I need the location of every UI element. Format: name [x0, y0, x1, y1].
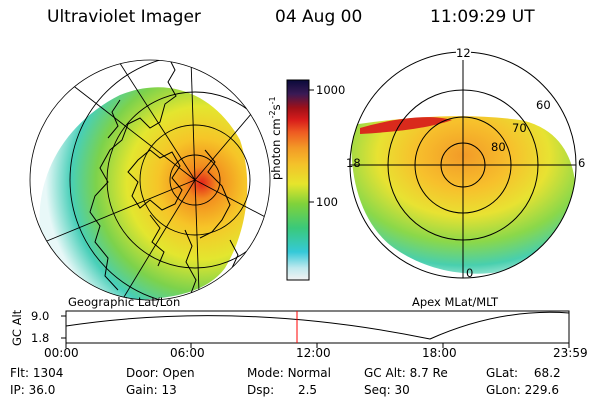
app-title: Ultraviolet Imager — [47, 7, 201, 27]
info-glat: GLat: 68.2 — [486, 366, 561, 380]
orbit-frame — [65, 310, 570, 344]
colorbar-unit-label: photon cm-2s-1 — [268, 96, 283, 180]
door-label: Door: — [126, 366, 159, 380]
info-ip: IP: 36.0 — [10, 383, 55, 397]
colorbar-scale — [286, 79, 310, 281]
mag-intense-arc — [360, 117, 452, 134]
info-door: Door: Open — [126, 366, 195, 380]
orbit-ytick-label-low: 1.8 — [31, 331, 50, 345]
mlat-label-60: 60 — [536, 98, 551, 112]
seq-value: 30 — [394, 383, 410, 397]
geo-limb — [29, 59, 271, 301]
colorbar-label-1000: 1000 — [316, 83, 346, 97]
glon-label: GLon: — [486, 383, 521, 397]
info-dsp: Dsp: 2.5 — [247, 383, 317, 397]
info-gcalt: GC Alt: 8.7 Re — [364, 366, 448, 380]
mag-emission-region — [351, 116, 576, 274]
info-flt: Flt: 1304 — [10, 366, 63, 380]
mlat-label-80: 80 — [491, 140, 506, 154]
geo-panel-label: Geographic Lat/Lon — [68, 295, 181, 309]
dsp-value: 2.5 — [297, 383, 318, 397]
info-glon: GLon: 229.6 — [486, 383, 559, 397]
orbit-ytick-label-high: 9.0 — [31, 309, 50, 323]
orbit-ylabel: GC Alt — [10, 309, 24, 346]
flt-value: 1304 — [32, 366, 64, 380]
orbit-xtick-label-2: 12:00 — [296, 346, 331, 360]
mode-value: Normal — [287, 366, 331, 380]
orbit-xtick-label-3: 18:00 — [422, 346, 457, 360]
geo-emission-region — [39, 87, 248, 300]
mlt-label-18: 18 — [346, 156, 361, 170]
unit-exp-time: -1 — [268, 96, 277, 105]
glon-value: 229.6 — [524, 383, 559, 397]
glat-value: 68.2 — [533, 366, 561, 380]
orbit-xtick-label-4: 23:59 — [553, 346, 588, 360]
mode-label: Mode: — [247, 366, 284, 380]
gcalt-value: 8.7 Re — [409, 366, 448, 380]
door-value: Open — [162, 366, 195, 380]
mlt-label-0: 0 — [466, 266, 474, 280]
mag-panel-label: Apex MLat/MLT — [412, 295, 499, 309]
mlt-label-6: 6 — [578, 156, 586, 170]
header-date: 04 Aug 00 — [275, 7, 363, 27]
ip-value: 36.0 — [28, 383, 56, 397]
geo-coastlines — [89, 60, 241, 297]
dsp-label: Dsp: — [247, 383, 275, 397]
gain-label: Gain: — [126, 383, 158, 397]
colorbar — [286, 79, 314, 281]
orbit-altitude-curve — [65, 311, 570, 340]
orbit-xtick-label-0: 00:00 — [44, 346, 79, 360]
orbit-plot — [61, 310, 570, 348]
info-gain: Gain: 13 — [126, 383, 177, 397]
header-time: 11:09:29 UT — [430, 7, 535, 27]
orbit-xtick-label-1: 06:00 — [170, 346, 205, 360]
glat-label: GLat: — [486, 366, 519, 380]
gcalt-label: GC Alt: — [364, 366, 406, 380]
mlt-label-12: 12 — [456, 46, 471, 60]
colorbar-label-100: 100 — [316, 195, 338, 209]
unit-s: s — [268, 104, 283, 111]
seq-label: Seq: — [364, 383, 391, 397]
flt-label: Flt: — [10, 366, 29, 380]
unit-text: photon cm — [268, 118, 283, 180]
mlat-mlt-panel — [349, 51, 577, 279]
ip-label: IP: — [10, 383, 25, 397]
gain-value: 13 — [161, 383, 177, 397]
info-mode: Mode: Normal — [247, 366, 331, 380]
unit-exp-area: -2 — [268, 110, 277, 119]
mlat-label-70: 70 — [512, 121, 527, 135]
info-seq: Seq: 30 — [364, 383, 410, 397]
